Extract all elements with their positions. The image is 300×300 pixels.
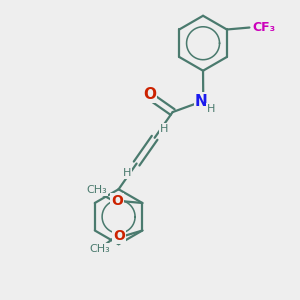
Text: O: O (113, 230, 125, 243)
Text: O: O (111, 194, 123, 208)
Text: H: H (160, 124, 169, 134)
Text: O: O (143, 87, 156, 102)
Text: H: H (123, 168, 131, 178)
Text: N: N (195, 94, 208, 109)
Text: H: H (207, 104, 215, 114)
Text: CH₃: CH₃ (86, 185, 106, 195)
Text: CF₃: CF₃ (253, 21, 276, 34)
Text: CH₃: CH₃ (90, 244, 111, 254)
